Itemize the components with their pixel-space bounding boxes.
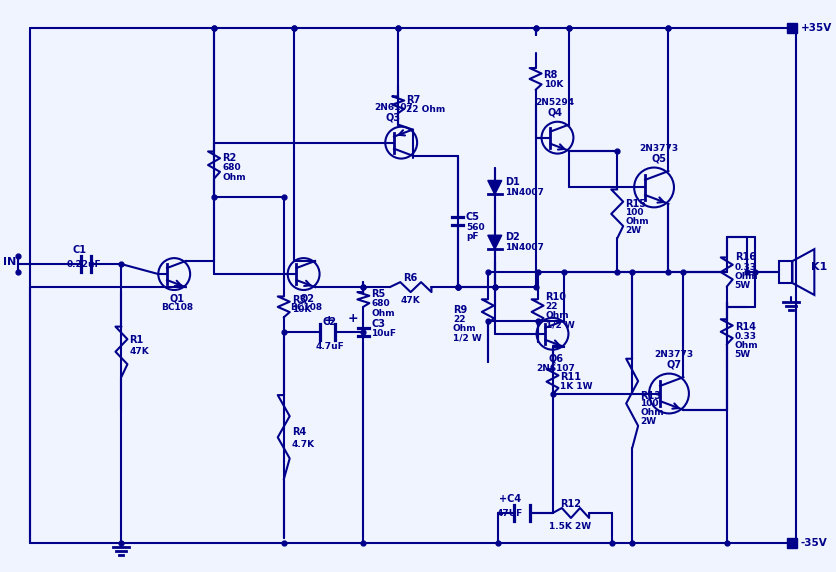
Text: IN: IN — [3, 257, 16, 267]
Text: D1: D1 — [504, 177, 519, 188]
Text: Ohm: Ohm — [640, 408, 663, 417]
Text: R10: R10 — [545, 292, 566, 302]
Text: 680: 680 — [222, 163, 240, 172]
Text: 0.33: 0.33 — [734, 263, 756, 272]
Text: R3: R3 — [291, 295, 306, 305]
Text: +: + — [347, 312, 358, 325]
Text: Q6: Q6 — [548, 353, 563, 364]
Text: 560: 560 — [466, 223, 484, 232]
Text: Q7: Q7 — [665, 360, 681, 370]
Text: 0.33: 0.33 — [734, 332, 756, 341]
Text: 1N4007: 1N4007 — [504, 243, 543, 252]
Text: Ohm: Ohm — [624, 217, 648, 226]
Bar — [778, 261, 792, 283]
Text: 10uF: 10uF — [371, 329, 396, 338]
Text: Q4: Q4 — [547, 108, 561, 118]
Text: 47K: 47K — [130, 347, 149, 356]
Text: 22 Ohm: 22 Ohm — [405, 105, 445, 114]
Text: R11: R11 — [560, 372, 581, 382]
Text: R12: R12 — [559, 499, 580, 509]
Text: Ohm: Ohm — [371, 309, 395, 319]
Polygon shape — [487, 235, 501, 249]
Text: 1/2 W: 1/2 W — [545, 320, 573, 329]
Text: D2: D2 — [504, 232, 519, 242]
Text: 4.7K: 4.7K — [291, 440, 314, 449]
Bar — [787, 538, 797, 548]
Text: 100: 100 — [640, 399, 658, 408]
Text: 4.7uF: 4.7uF — [315, 341, 344, 351]
Text: 2W: 2W — [640, 417, 655, 426]
Text: 0.22uF: 0.22uF — [66, 260, 101, 269]
Text: R7: R7 — [405, 95, 420, 105]
Text: 1/2 W: 1/2 W — [452, 333, 482, 342]
Text: 1N4007: 1N4007 — [504, 188, 543, 197]
Text: 2N5294: 2N5294 — [534, 98, 573, 108]
Text: R6: R6 — [403, 273, 417, 283]
Text: Ohm: Ohm — [452, 324, 476, 333]
Text: R14: R14 — [734, 322, 755, 332]
Text: +35V: +35V — [799, 23, 831, 33]
Text: +C4: +C4 — [498, 494, 520, 504]
Text: R1: R1 — [130, 335, 144, 345]
Text: 2W: 2W — [624, 226, 640, 235]
Text: 22: 22 — [545, 303, 558, 311]
Text: Ohm: Ohm — [734, 341, 757, 350]
Polygon shape — [487, 181, 501, 194]
Text: 47UF: 47UF — [496, 509, 522, 518]
Text: R13: R13 — [640, 391, 660, 400]
Text: R8: R8 — [543, 70, 558, 80]
Text: +: + — [324, 315, 334, 327]
Text: BC108: BC108 — [161, 303, 193, 312]
Text: C1: C1 — [73, 245, 87, 255]
Text: 47K: 47K — [400, 296, 420, 305]
Text: C5: C5 — [466, 212, 479, 223]
Text: R4: R4 — [291, 427, 306, 438]
Text: 2N6107: 2N6107 — [374, 104, 412, 112]
Text: Ohm: Ohm — [734, 272, 757, 280]
Text: 2N3773: 2N3773 — [639, 144, 678, 153]
Text: 5W: 5W — [734, 280, 750, 289]
Text: 10K: 10K — [291, 305, 311, 315]
Text: Q3: Q3 — [385, 113, 400, 123]
Text: 680: 680 — [371, 299, 390, 308]
Text: 5W: 5W — [734, 350, 750, 359]
Text: Ohm: Ohm — [545, 311, 568, 320]
Text: 100: 100 — [624, 208, 643, 217]
Text: 2N3773: 2N3773 — [654, 350, 693, 359]
Text: Q1: Q1 — [170, 294, 185, 304]
Text: 1.5K 2W: 1.5K 2W — [548, 522, 591, 531]
Text: 22: 22 — [452, 315, 465, 324]
Text: Ohm: Ohm — [222, 173, 245, 182]
Text: C2: C2 — [322, 317, 336, 327]
Text: Q2: Q2 — [298, 294, 314, 304]
Text: C3: C3 — [371, 319, 385, 329]
Text: K1: K1 — [810, 262, 827, 272]
Text: 1K 1W: 1K 1W — [560, 382, 592, 391]
Text: 2N6107: 2N6107 — [535, 364, 574, 373]
Text: R5: R5 — [371, 289, 385, 299]
Text: pF: pF — [466, 232, 478, 241]
Text: R2: R2 — [222, 153, 236, 162]
Text: R15: R15 — [624, 200, 645, 209]
Text: R16: R16 — [734, 252, 755, 262]
Text: R9: R9 — [452, 305, 466, 315]
Text: 10K: 10K — [543, 81, 563, 89]
Text: Q5: Q5 — [650, 153, 665, 164]
Text: BC108: BC108 — [290, 303, 323, 312]
Text: -35V: -35V — [799, 538, 826, 548]
Bar — [787, 23, 797, 33]
